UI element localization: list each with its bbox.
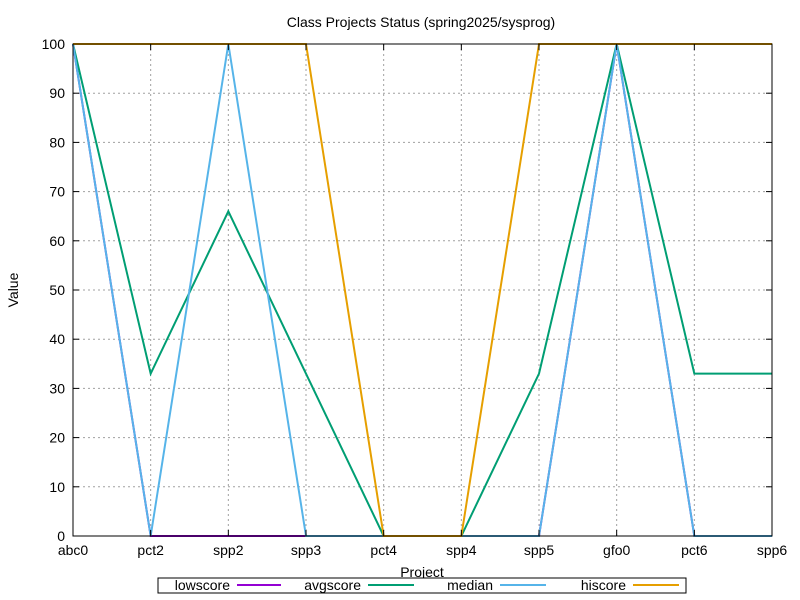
plot-frame: [72, 43, 773, 537]
y-tick-label: 40: [49, 331, 65, 347]
y-tick-label: 80: [49, 134, 65, 150]
y-tick-label: 0: [57, 528, 65, 544]
plot-series: [72, 43, 772, 537]
y-tick-label: 30: [49, 380, 65, 396]
series-line-median: [72, 43, 772, 537]
legend-box: [157, 577, 687, 594]
legend-label-avgscore: avgscore: [304, 577, 361, 593]
x-tick-label: pct6: [681, 542, 708, 558]
y-tick-labels: 0 10 20 30 40 50 60 70 80 90 100: [42, 36, 66, 544]
x-tick-label: spp6: [757, 542, 788, 558]
x-tick-labels: abc0 pct2 spp2 spp3 pct4 spp4 spp5 gfo0 pct6 spp6: [58, 542, 788, 558]
y-tick-label: 90: [49, 85, 65, 101]
series-line-avgscore: [72, 43, 772, 537]
legend-label-hiscore: hiscore: [581, 577, 626, 593]
x-tick-label: spp2: [213, 542, 244, 558]
y-tick-label: 70: [49, 184, 65, 200]
y-tick-label: 60: [49, 233, 65, 249]
x-tick-label: pct4: [370, 542, 397, 558]
legend: lowscore avgscore median hiscore: [175, 577, 679, 593]
x-tick-label: spp3: [291, 542, 322, 558]
x-axis-title: Project: [400, 564, 444, 580]
series-line-lowscore: [72, 43, 772, 537]
x-tick-label: gfo0: [603, 542, 630, 558]
chart-title: Class Projects Status (spring2025/syspro…: [287, 14, 555, 30]
legend-label-lowscore: lowscore: [175, 577, 230, 593]
y-tick-label: 100: [42, 36, 66, 52]
y-tick-label: 50: [49, 282, 65, 298]
y-tick-label: 10: [49, 479, 65, 495]
grid-lines: [73, 44, 772, 536]
x-tick-label: spp4: [446, 542, 477, 558]
series-line-hiscore: [73, 43, 772, 537]
legend-label-median: median: [447, 577, 493, 593]
y-axis-title: Value: [5, 272, 21, 307]
x-tick-label: spp5: [524, 542, 555, 558]
x-tick-label: pct2: [137, 542, 164, 558]
axis-ticks: [72, 43, 773, 537]
x-tick-label: abc0: [58, 542, 89, 558]
y-tick-label: 20: [49, 430, 65, 446]
